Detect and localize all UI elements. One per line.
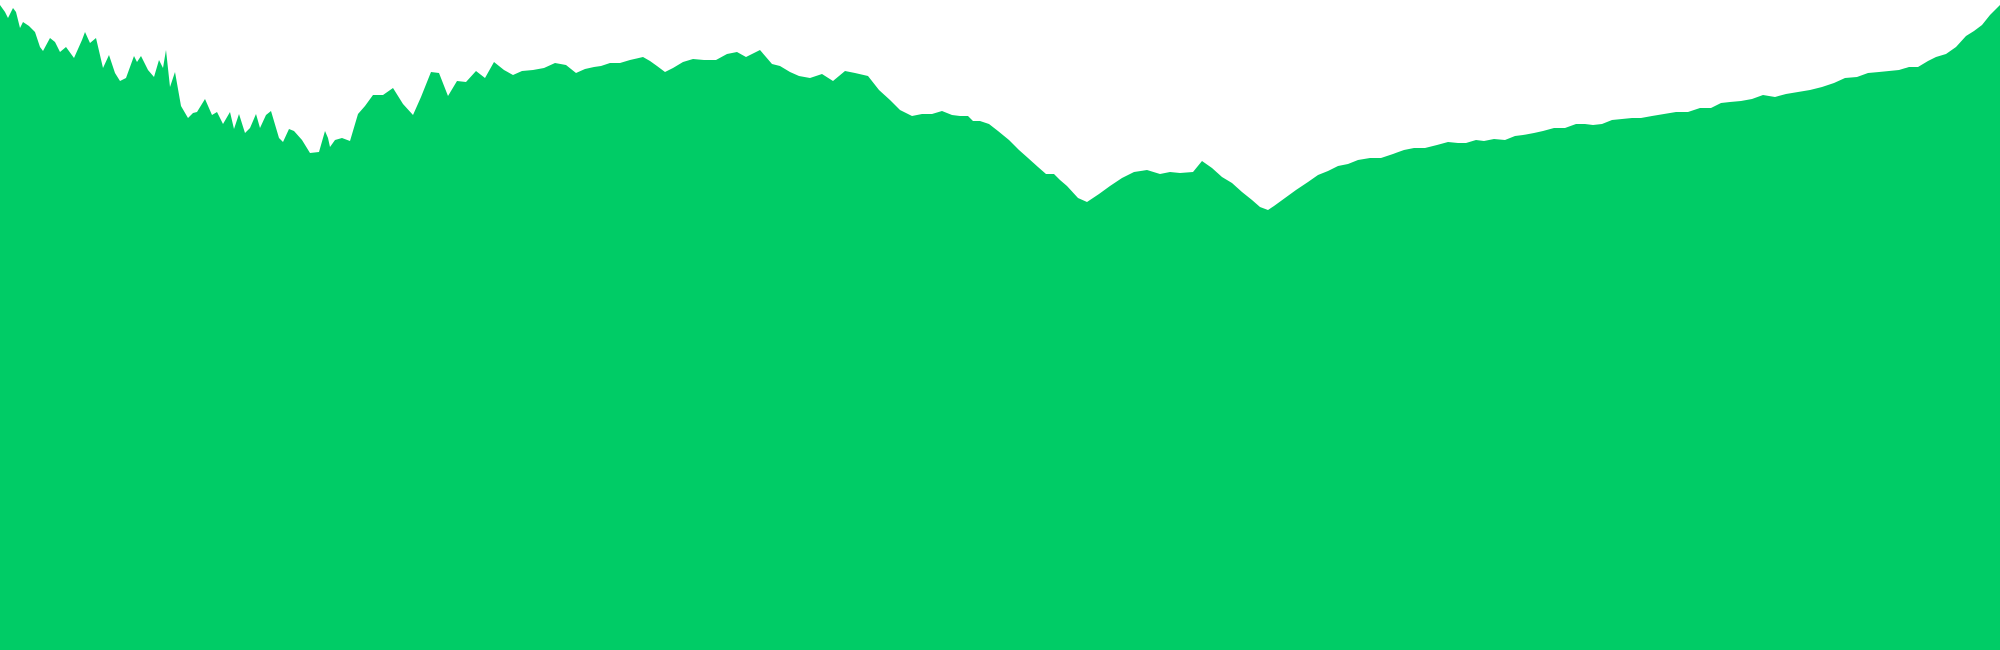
plot-area [0,5,2000,650]
area-series-0 [0,5,2000,650]
